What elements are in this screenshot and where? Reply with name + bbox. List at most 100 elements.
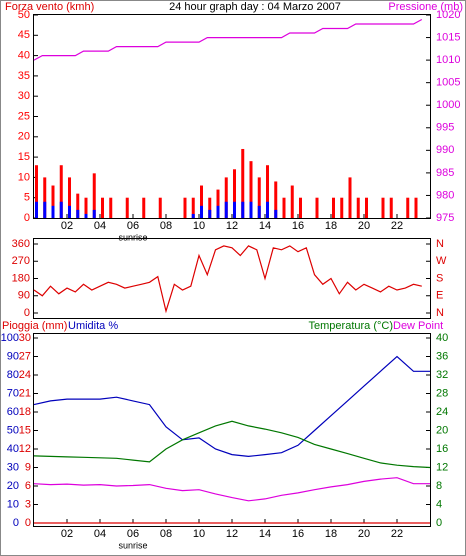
y2-tick-label: 1005 (436, 77, 460, 89)
wind-bar (406, 197, 410, 218)
y-tick-label: 40 (7, 443, 19, 455)
wind-bar (216, 189, 220, 218)
wind-bar (125, 197, 129, 218)
y-tick-label: 20 (18, 131, 30, 143)
y3-tick-label: 15 (19, 424, 31, 436)
x-tick-label: 20 (358, 528, 370, 540)
y2-tick-label: 40 (436, 332, 448, 344)
y-tick-label: 0 (13, 517, 19, 529)
y2-tick-label: 995 (436, 122, 454, 134)
rain-axis-title: Pioggia (mm) (2, 320, 67, 332)
y2-tick-label: 975 (436, 212, 454, 224)
y2-tick-label: 1010 (436, 54, 460, 66)
wind-axis-title: Forza vento (kmh) (5, 1, 94, 13)
wind-bar (414, 197, 418, 218)
y2-tick-label: 24 (436, 406, 448, 418)
x-tick-label: 02 (61, 528, 73, 540)
wind-bar (200, 205, 203, 218)
wind-bar (92, 173, 96, 218)
y2-tick-label: 1000 (436, 99, 460, 111)
wind-bar (290, 185, 294, 218)
x-tick-label: 14 (259, 528, 271, 540)
wind-bar (274, 209, 278, 218)
wind-bar (241, 201, 245, 218)
x-tick-label: 06 (127, 220, 139, 232)
y-tick-label: 90 (7, 350, 19, 362)
y3-tick-label: 0 (25, 517, 31, 529)
wind-bar (208, 197, 212, 218)
wind-bar (208, 209, 212, 218)
y-tick-label: 10 (7, 498, 19, 510)
wind-bar (216, 205, 220, 218)
x-tick-label: 12 (226, 220, 238, 232)
wind-bar (365, 197, 368, 218)
y-tick-label: 360 (12, 238, 30, 250)
wind-bar (68, 205, 71, 218)
wind-bar (299, 197, 302, 218)
y2-tick-label: 16 (436, 443, 448, 455)
wind-bar (356, 197, 360, 218)
y2-tick-label: 28 (436, 387, 448, 399)
wind-bar (191, 213, 195, 218)
wind-bar (142, 197, 146, 218)
wind-bar (340, 197, 344, 218)
y-tick-label: 25 (18, 110, 30, 122)
wind-bar (59, 165, 63, 218)
x-tick-label: 04 (94, 528, 106, 540)
y3-tick-label: 6 (25, 480, 31, 492)
wind-bar (158, 197, 162, 218)
y3-tick-label: 12 (19, 443, 31, 455)
y-tick-label: 270 (12, 255, 30, 267)
y2-tick-label: 990 (436, 144, 454, 156)
wind-bar (35, 201, 38, 218)
y-tick-label: 5 (24, 192, 30, 204)
wind-bar (84, 213, 88, 218)
wind-bar (43, 177, 47, 218)
y-tick-label: 20 (7, 480, 19, 492)
y-tick-label: 30 (7, 461, 19, 473)
y-tick-label: 50 (7, 424, 19, 436)
wind-bar (266, 201, 269, 218)
wind-bar (315, 197, 319, 218)
y-tick-label: 80 (7, 369, 19, 381)
dew-point-title: Dew Point (393, 320, 443, 332)
x-tick-label: 14 (259, 220, 271, 232)
wind-bar (233, 169, 236, 218)
y2-tick-label: 12 (436, 461, 448, 473)
wind-bar (257, 205, 261, 218)
wind-pressure-frame (33, 14, 431, 219)
y3-tick-label: 24 (19, 369, 31, 381)
wind-bar (183, 197, 187, 218)
y3-tick-label: 27 (19, 350, 31, 362)
y2-tick-label: S (436, 272, 443, 284)
y-tick-label: 180 (12, 272, 30, 284)
y3-tick-label: 18 (19, 406, 31, 418)
y-tick-label: 35 (18, 70, 30, 82)
x-tick-label: 22 (391, 220, 403, 232)
wind-bar (51, 205, 55, 218)
y2-tick-label: 36 (436, 350, 448, 362)
y2-tick-label: 980 (436, 189, 454, 201)
y2-tick-label: 32 (436, 369, 448, 381)
y2-tick-label: 20 (436, 424, 448, 436)
x-tick-label: 22 (391, 528, 403, 540)
y2-tick-label: 0 (436, 517, 442, 529)
y3-tick-label: 21 (19, 387, 31, 399)
x-tick-label: 16 (292, 220, 304, 232)
wind-bar (241, 148, 245, 218)
wind-bar (389, 197, 393, 218)
humidity-axis-title: Umidita % (68, 320, 118, 332)
pressure-axis-title: Pressione (mb) (388, 1, 463, 13)
x-tick-label: 10 (193, 220, 205, 232)
y2-tick-label: W (436, 255, 447, 267)
y3-tick-label: 30 (19, 332, 31, 344)
wind-bar (249, 161, 253, 218)
wind-bar (191, 197, 195, 218)
y2-tick-label: 1015 (436, 31, 460, 43)
wind-bar (266, 165, 269, 218)
series-line (33, 355, 430, 458)
x-tick-label: 18 (325, 528, 337, 540)
wind-bar (274, 181, 278, 218)
x-tick-label: 04 (94, 220, 106, 232)
